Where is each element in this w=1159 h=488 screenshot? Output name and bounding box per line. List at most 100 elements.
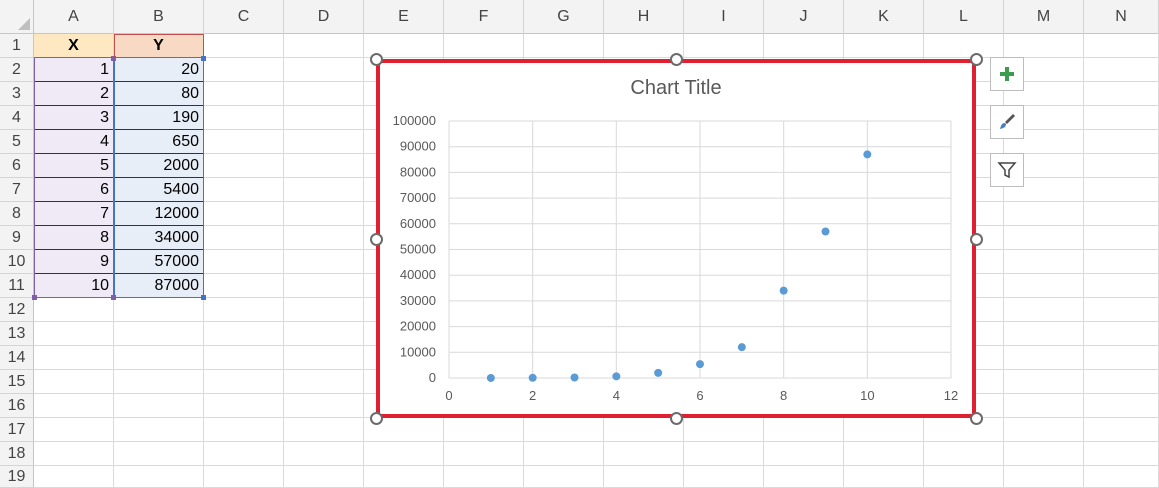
cell-m6[interactable] — [1004, 154, 1084, 178]
cell-a12[interactable] — [34, 298, 114, 322]
header-cell-x[interactable]: X — [34, 34, 114, 58]
cell-n6[interactable] — [1084, 154, 1159, 178]
cell-n11[interactable] — [1084, 274, 1159, 298]
chart-resize-handle[interactable] — [370, 412, 383, 425]
row-header-6[interactable]: 6 — [0, 154, 34, 178]
cell-n2[interactable] — [1084, 58, 1159, 82]
cell-b17[interactable] — [114, 418, 204, 442]
cell-d14[interactable] — [284, 346, 364, 370]
cell-c2[interactable] — [204, 58, 284, 82]
cell-b14[interactable] — [114, 346, 204, 370]
cell-a15[interactable] — [34, 370, 114, 394]
data-point[interactable] — [570, 373, 579, 382]
column-header-h[interactable]: H — [604, 0, 684, 34]
cell-l17[interactable] — [924, 418, 1004, 442]
row-header-5[interactable]: 5 — [0, 130, 34, 154]
y-value-cell[interactable]: 2000 — [114, 154, 204, 178]
cell-n8[interactable] — [1084, 202, 1159, 226]
cell-m2[interactable] — [1004, 58, 1084, 82]
row-header-8[interactable]: 8 — [0, 202, 34, 226]
row-header-1[interactable]: 1 — [0, 34, 34, 58]
cell-j17[interactable] — [764, 418, 844, 442]
y-value-cell[interactable]: 80 — [114, 82, 204, 106]
cell-k17[interactable] — [844, 418, 924, 442]
cell-n17[interactable] — [1084, 418, 1159, 442]
cell-m8[interactable] — [1004, 202, 1084, 226]
cell-g1[interactable] — [524, 34, 604, 58]
data-point[interactable] — [821, 227, 830, 236]
data-point[interactable] — [486, 373, 495, 382]
cell-f17[interactable] — [444, 418, 524, 442]
column-header-f[interactable]: F — [444, 0, 524, 34]
cell-e1[interactable] — [364, 34, 444, 58]
cell-b13[interactable] — [114, 322, 204, 346]
x-value-cell[interactable]: 7 — [34, 202, 114, 226]
cell-l19[interactable] — [924, 466, 1004, 488]
cell-m17[interactable] — [1004, 418, 1084, 442]
cell-m5[interactable] — [1004, 130, 1084, 154]
x-value-cell[interactable]: 4 — [34, 130, 114, 154]
cell-n10[interactable] — [1084, 250, 1159, 274]
cell-a18[interactable] — [34, 442, 114, 466]
cell-h19[interactable] — [604, 466, 684, 488]
cell-n7[interactable] — [1084, 178, 1159, 202]
cell-e19[interactable] — [364, 466, 444, 488]
cell-m11[interactable] — [1004, 274, 1084, 298]
cell-c16[interactable] — [204, 394, 284, 418]
column-header-j[interactable]: J — [764, 0, 844, 34]
cell-n16[interactable] — [1084, 394, 1159, 418]
cell-j19[interactable] — [764, 466, 844, 488]
column-header-n[interactable]: N — [1084, 0, 1159, 34]
cell-d11[interactable] — [284, 274, 364, 298]
cell-m1[interactable] — [1004, 34, 1084, 58]
cell-k19[interactable] — [844, 466, 924, 488]
y-value-cell[interactable]: 34000 — [114, 226, 204, 250]
cell-m10[interactable] — [1004, 250, 1084, 274]
range-handle[interactable] — [111, 295, 116, 300]
cell-d16[interactable] — [284, 394, 364, 418]
cell-c9[interactable] — [204, 226, 284, 250]
cell-f19[interactable] — [444, 466, 524, 488]
row-header-19[interactable]: 19 — [0, 466, 34, 488]
cell-g19[interactable] — [524, 466, 604, 488]
row-header-18[interactable]: 18 — [0, 442, 34, 466]
cell-a16[interactable] — [34, 394, 114, 418]
chart-title[interactable]: Chart Title — [630, 77, 722, 99]
cell-n14[interactable] — [1084, 346, 1159, 370]
row-header-17[interactable]: 17 — [0, 418, 34, 442]
cell-c4[interactable] — [204, 106, 284, 130]
cell-f18[interactable] — [444, 442, 524, 466]
column-header-c[interactable]: C — [204, 0, 284, 34]
cell-j1[interactable] — [764, 34, 844, 58]
cell-m13[interactable] — [1004, 322, 1084, 346]
cell-d2[interactable] — [284, 58, 364, 82]
cell-c11[interactable] — [204, 274, 284, 298]
cell-n5[interactable] — [1084, 130, 1159, 154]
cell-m9[interactable] — [1004, 226, 1084, 250]
cell-c19[interactable] — [204, 466, 284, 488]
row-header-15[interactable]: 15 — [0, 370, 34, 394]
cell-m3[interactable] — [1004, 82, 1084, 106]
chart-resize-handle[interactable] — [970, 233, 983, 246]
column-header-a[interactable]: A — [34, 0, 114, 34]
cell-c7[interactable] — [204, 178, 284, 202]
chart-resize-handle[interactable] — [970, 53, 983, 66]
data-point[interactable] — [696, 360, 704, 369]
cell-n13[interactable] — [1084, 322, 1159, 346]
cell-l1[interactable] — [924, 34, 1004, 58]
cell-i1[interactable] — [684, 34, 764, 58]
cell-n9[interactable] — [1084, 226, 1159, 250]
range-handle[interactable] — [201, 56, 206, 61]
cell-b18[interactable] — [114, 442, 204, 466]
row-header-9[interactable]: 9 — [0, 226, 34, 250]
cell-h1[interactable] — [604, 34, 684, 58]
row-header-7[interactable]: 7 — [0, 178, 34, 202]
x-value-cell[interactable]: 8 — [34, 226, 114, 250]
row-header-13[interactable]: 13 — [0, 322, 34, 346]
cell-l18[interactable] — [924, 442, 1004, 466]
cell-d3[interactable] — [284, 82, 364, 106]
chart-resize-handle[interactable] — [370, 233, 383, 246]
cell-d12[interactable] — [284, 298, 364, 322]
cell-c3[interactable] — [204, 82, 284, 106]
cell-c12[interactable] — [204, 298, 284, 322]
